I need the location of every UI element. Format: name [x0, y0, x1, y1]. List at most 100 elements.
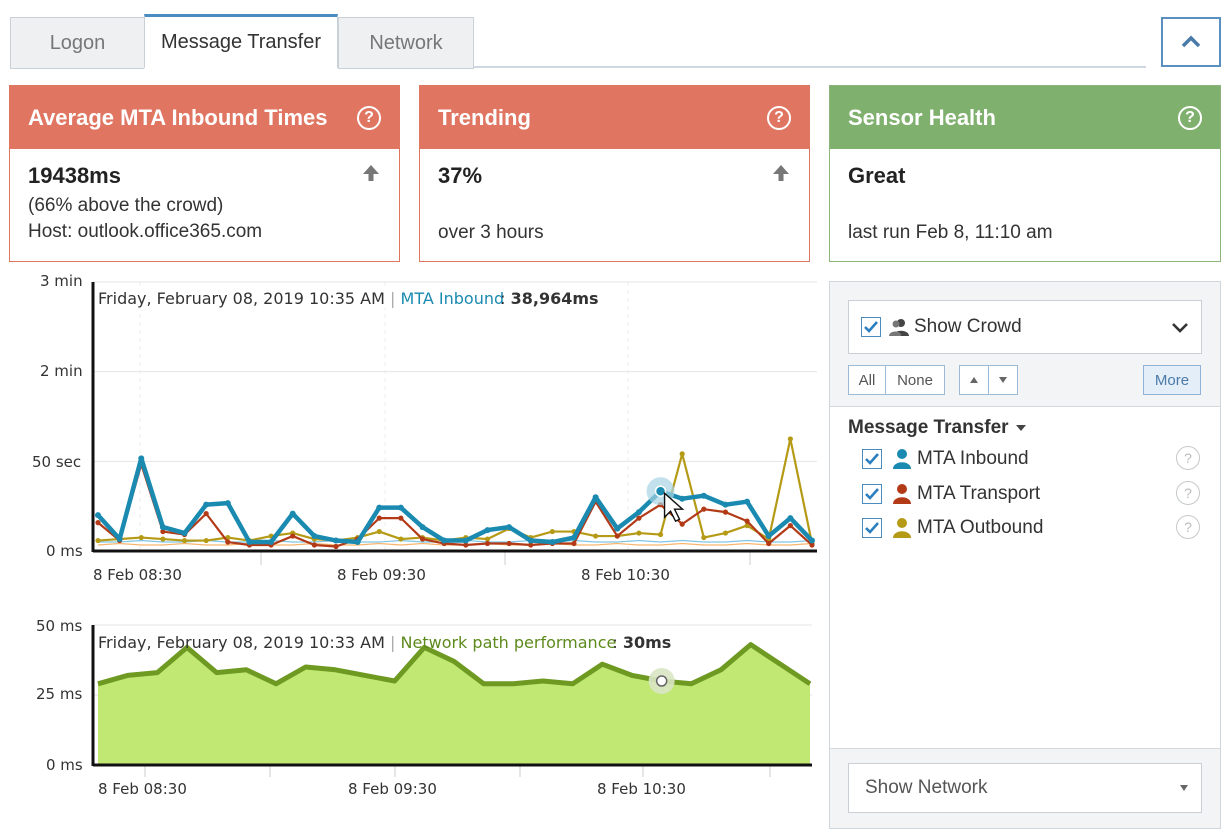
data-point [268, 539, 275, 546]
card-title: Trending [438, 104, 531, 130]
data-point [159, 524, 166, 531]
move-down-button[interactable] [988, 365, 1018, 395]
triangle-down-icon [999, 377, 1007, 383]
card-body: Great last run Feb 8, 11:10 am [830, 149, 1220, 244]
data-point [354, 539, 361, 546]
crowd-icon [889, 319, 909, 336]
hover-point [654, 485, 667, 497]
data-point [592, 494, 599, 501]
show-crowd-checkbox[interactable] [861, 317, 881, 337]
y-tick-label: 2 min [40, 362, 83, 380]
help-icon[interactable]: ? [1178, 105, 1202, 130]
x-tick-label: 8 Feb 10:30 [597, 780, 686, 798]
data-point [679, 451, 685, 457]
card-value: 37% [438, 163, 483, 188]
data-point [506, 524, 513, 531]
chart-tooltip: Friday, February 08, 2019 10:35 AM | MTA… [98, 289, 599, 308]
card-title: Sensor Health [848, 104, 996, 130]
mta-times-plot[interactable] [0, 0, 830, 600]
tooltip-series: Network path performance [400, 633, 617, 652]
data-point [95, 512, 101, 519]
data-point [679, 521, 685, 527]
data-point [181, 537, 188, 544]
y-tick-label: 25 ms [36, 685, 83, 703]
data-point [376, 515, 382, 521]
legend-item-mta-inbound[interactable]: MTA Inbound [862, 444, 1207, 474]
card-comparison: (66% above the crowd) [28, 195, 224, 216]
data-point [138, 534, 144, 541]
legend-item-mta-outbound[interactable]: MTA Outbound [862, 513, 1207, 543]
caret-down-icon [1015, 425, 1026, 431]
mta-inbound-checkbox[interactable] [862, 449, 882, 469]
more-button[interactable]: More [1143, 365, 1201, 395]
card-title: Average MTA Inbound Times [28, 104, 328, 130]
data-point [657, 531, 664, 538]
data-point [787, 522, 793, 529]
card-body: 19438ms (66% above the crowd) Host: outl… [10, 149, 399, 243]
help-icon[interactable]: ? [357, 105, 381, 130]
data-point [571, 534, 577, 541]
tooltip-colon: : [612, 633, 618, 652]
tab-logon-label: Logon [49, 31, 106, 54]
data-point [484, 540, 491, 547]
hover-point [655, 675, 668, 687]
tooltip-value: 38,964ms [510, 289, 599, 308]
card-trending: Trending ? 37% over 3 hours [419, 85, 810, 262]
arrow-up-icon [773, 165, 789, 181]
data-point [160, 528, 166, 535]
card-header: Sensor Health ? [830, 86, 1220, 149]
series-line-mta-transport [97, 463, 813, 548]
mta-transport-checkbox[interactable] [862, 484, 882, 504]
data-point [679, 495, 686, 502]
data-point [484, 536, 491, 542]
card-host: Host: outlook.office365.com [28, 221, 263, 242]
data-point [809, 537, 815, 544]
card-average-mta-inbound: Average MTA Inbound Times ? 19438ms (66%… [9, 85, 400, 262]
card-header: Trending ? [420, 86, 809, 149]
data-point [765, 533, 772, 540]
data-point [95, 537, 101, 544]
move-up-button[interactable] [959, 365, 989, 395]
user-icon [893, 449, 911, 469]
y-tick-label: 0 ms [46, 756, 83, 774]
y-tick-label: 50 sec [32, 453, 82, 471]
show-network-select[interactable]: Show Network [848, 763, 1202, 813]
data-point [138, 455, 145, 462]
data-point [614, 533, 620, 539]
data-point [333, 543, 339, 550]
select-all-button[interactable]: All [848, 365, 886, 395]
collapse-button[interactable] [1161, 17, 1221, 67]
data-point [722, 509, 729, 515]
show-crowd-dropdown[interactable]: Show Crowd [848, 300, 1202, 354]
card-sensor-health: Sensor Health ? Great last run Feb 8, 11… [829, 85, 1221, 262]
arrow-up-icon [363, 165, 379, 181]
network-selector-area: Show Network [830, 748, 1220, 828]
data-point [203, 501, 210, 508]
data-point [246, 539, 253, 546]
data-point [376, 504, 383, 511]
help-icon[interactable]: ? [1176, 515, 1200, 539]
card-last-run: last run Feb 8, 11:10 am [848, 222, 1053, 243]
tab-message-transfer[interactable]: Message Transfer [144, 14, 338, 69]
data-point [636, 515, 642, 521]
check-icon [864, 321, 878, 333]
network-plot[interactable] [0, 0, 830, 836]
tab-network[interactable]: Network [338, 17, 474, 69]
tab-logon[interactable]: Logon [10, 17, 145, 69]
legend-item-mta-transport[interactable]: MTA Transport [862, 479, 1207, 509]
data-point [181, 530, 188, 537]
show-network-label: Show Network [865, 777, 988, 798]
message-transfer-group-toggle[interactable]: Message Transfer [848, 417, 1027, 439]
data-point [311, 533, 318, 540]
tooltip-separator: | [390, 633, 396, 652]
help-icon[interactable]: ? [1176, 481, 1200, 505]
series-line-network-path-performance [97, 642, 812, 687]
data-point [701, 534, 707, 541]
data-point [289, 510, 296, 517]
help-icon[interactable]: ? [1176, 446, 1200, 470]
help-icon[interactable]: ? [767, 105, 791, 130]
x-tick-label: 8 Feb 09:30 [348, 780, 437, 798]
select-none-button[interactable]: None [885, 365, 945, 395]
mta-outbound-checkbox[interactable] [862, 518, 882, 538]
data-point [224, 500, 231, 507]
